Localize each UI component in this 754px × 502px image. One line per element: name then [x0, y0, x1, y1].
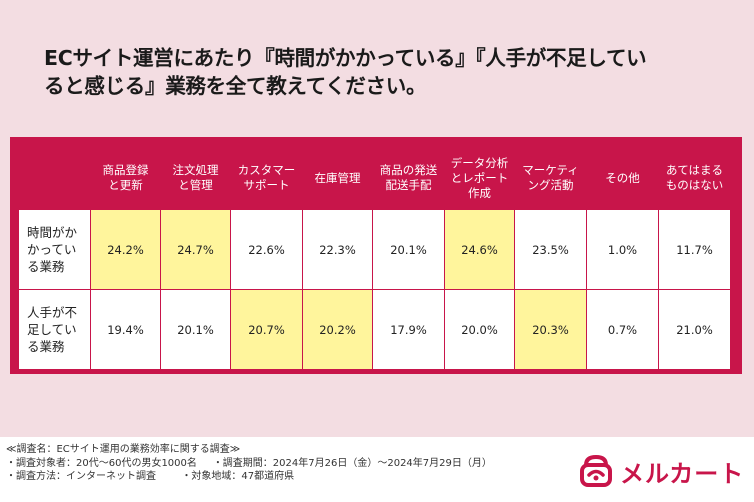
column-header-line: 商品登録 [102, 163, 149, 177]
column-header-line: と更新 [108, 178, 143, 192]
row-header-line: 時間がか [27, 225, 78, 240]
column-header: あてはまる ものはない [658, 147, 731, 210]
column-header: マーケティ ング活動 [514, 147, 587, 210]
column-header: 商品登録 と更新 [90, 147, 161, 210]
column-header-line: とレポート [450, 170, 509, 185]
highlighted-value-cell: 20.2% [302, 289, 373, 370]
value-cell: 11.7% [658, 209, 731, 290]
row-header-line: 足してい [27, 322, 77, 337]
logo-text: メルカート [620, 459, 745, 488]
column-header: 商品の発送 配送手配 [372, 147, 445, 210]
survey-region: ・対象地域：47都道府県 [181, 471, 295, 482]
title-line-1: ECサイト運営にあたり『時間がかかっている』『人手が不足してい [44, 46, 647, 70]
column-header-line: 作成 [468, 185, 491, 200]
merucart-logo-icon [580, 454, 612, 487]
highlighted-value-cell: 24.6% [444, 209, 515, 290]
row-header: 時間がかかっている業務 [18, 209, 91, 290]
value-cell: 22.3% [302, 209, 373, 290]
column-header-line: 配送手配 [385, 178, 432, 192]
column-header: 注文処理 と管理 [160, 147, 231, 210]
highlighted-value-cell: 24.2% [90, 209, 161, 290]
brand-logo: メルカート [578, 451, 744, 491]
value-cell: 1.0% [586, 209, 659, 290]
value-cell: 20.1% [372, 209, 445, 290]
table-header-row: 商品登録 と更新 注文処理 と管理 カスタマー サポート 在庫管理 商品の発送 配送手配 データ分… [18, 147, 731, 210]
column-header-line: 在庫管理 [314, 170, 361, 185]
page-title: ECサイト運営にあたり『時間がかかっている』『人手が不足してい ると感じる』業務… [44, 44, 724, 100]
column-header-line: 注文処理 [172, 163, 219, 177]
row-header-line: かってい [27, 242, 77, 257]
survey-table: 商品登録 と更新 注文処理 と管理 カスタマー サポート 在庫管理 商品の発送 配送手配 データ分… [18, 147, 731, 370]
value-cell: 19.4% [90, 289, 161, 370]
value-cell: 20.0% [444, 289, 515, 370]
column-header-line: その他 [605, 170, 640, 185]
value-cell: 17.9% [372, 289, 445, 370]
column-header-line: と管理 [178, 178, 213, 192]
column-header: カスタマー サポート [230, 147, 303, 210]
value-cell: 22.6% [230, 209, 303, 290]
column-header-line: カスタマー [237, 163, 296, 177]
value-cell: 23.5% [514, 209, 587, 290]
row-header-line: る業務 [27, 259, 65, 274]
column-header-line: ものはない [665, 178, 724, 192]
table-row: 時間がか かってい る業務 24.2% 24.7% 22.6% 22.3% 20.1% 24.6… [18, 209, 731, 290]
survey-period: ・調査期間：2024年7月26日（金）〜2024年7月29日（月） [212, 457, 492, 469]
title-line-2: ると感じる』業務を全て教えてください。 [44, 74, 427, 98]
row-header-line: る業務 [27, 339, 65, 354]
table-row: 人手が不 足してい る業務 19.4% 20.1% 20.7% 20.2% 17.9% 20.0… [18, 289, 731, 370]
survey-info: ≪調査名：ECサイト運用の業務効率に関する調査≫ ・調査対象者：20代〜60代の… [6, 443, 492, 484]
value-cell: 20.1% [160, 289, 231, 370]
row-header: 人手が不足している業務 [18, 289, 91, 370]
corner-cell [18, 147, 91, 210]
highlighted-value-cell: 20.3% [514, 289, 587, 370]
survey-name: ≪調査名：ECサイト運用の業務効率に関する調査≫ [6, 444, 241, 455]
value-cell: 21.0% [658, 289, 731, 370]
column-header-line: マーケティ [522, 163, 579, 177]
column-header: データ分析 とレポート 作成 [444, 147, 515, 210]
highlighted-value-cell: 20.7% [230, 289, 303, 370]
column-header-line: データ分析 [450, 155, 509, 170]
value-cell: 0.7% [586, 289, 659, 370]
column-header-line: あてはまる [665, 163, 724, 177]
table-body: 時間がか かってい る業務 24.2% 24.7% 22.6% 22.3% 20.1% 24.6… [18, 209, 731, 370]
survey-target: ・調査対象者：20代〜60代の男女1000名 [6, 457, 197, 469]
footer: ≪調査名：ECサイト運用の業務効率に関する調査≫ ・調査対象者：20代〜60代の… [0, 437, 754, 502]
column-header: その他 [586, 147, 659, 210]
column-header-line: サポート [243, 178, 290, 192]
highlighted-value-cell: 24.7% [160, 209, 231, 290]
column-header-line: 商品の発送 [379, 163, 438, 177]
row-header-line: 人手が不 [27, 305, 78, 320]
column-header: 在庫管理 [302, 147, 373, 210]
column-header-line: ング活動 [527, 178, 574, 192]
survey-method: ・調査方法：インターネット調査 [6, 471, 156, 482]
